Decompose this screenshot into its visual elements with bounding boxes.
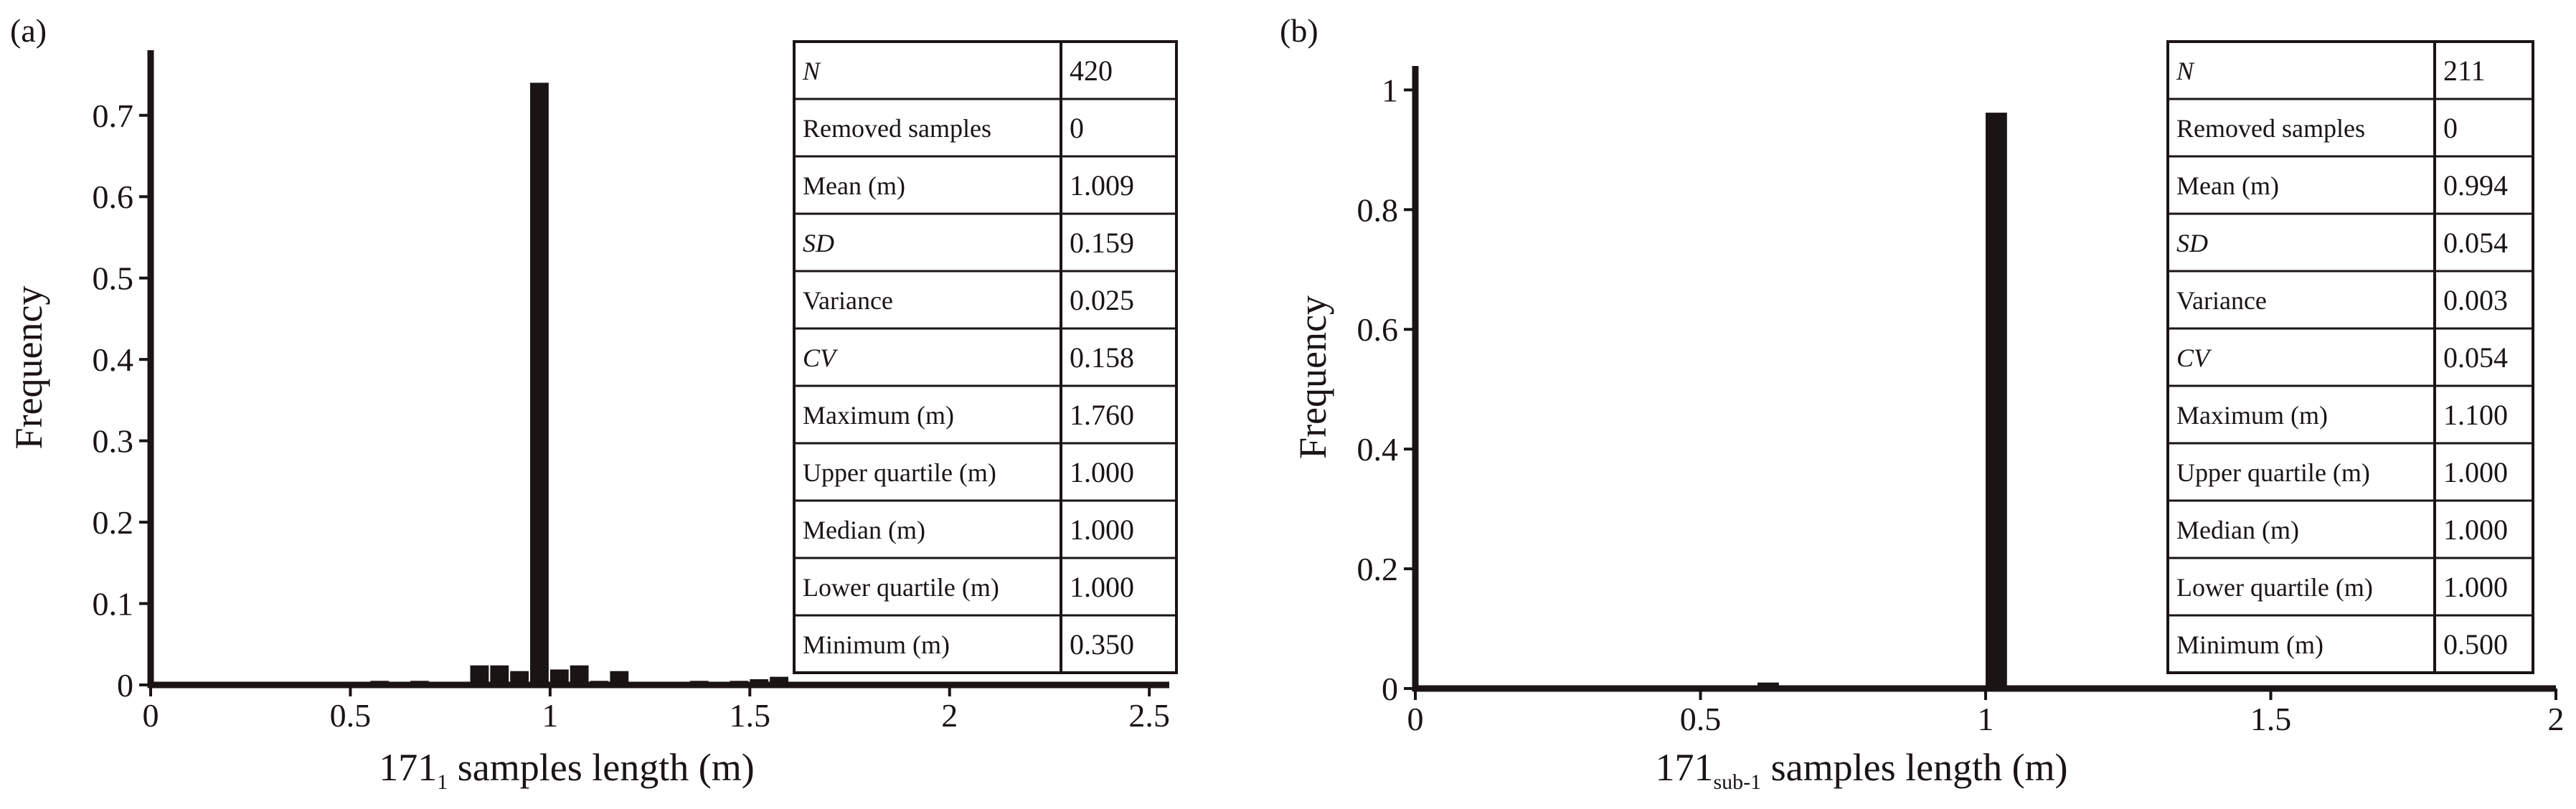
stats-value: 0.350 — [1070, 628, 1134, 661]
stats-value: 1.760 — [1070, 399, 1134, 431]
x-tick-label: 2 — [941, 697, 958, 734]
stats-value: 1.000 — [2443, 514, 2508, 546]
histogram-bar — [610, 671, 629, 685]
stats-value: 0.500 — [2443, 628, 2508, 661]
stats-label: Removed samples — [803, 114, 991, 143]
stats-label: Lower quartile (m) — [803, 573, 999, 602]
stats-label: Removed samples — [2176, 114, 2365, 143]
stats-label: N — [2176, 57, 2195, 85]
y-tick-label: 0.1 — [93, 586, 134, 623]
stats-label: Variance — [2176, 286, 2267, 315]
stats-label: Median (m) — [2176, 516, 2299, 544]
histogram-bar — [549, 669, 569, 685]
stats-label: SD — [803, 229, 834, 257]
y-axis-title: Frequency — [1291, 295, 1334, 459]
panel-b: (b) 0 0.2 0.4 0.6 0.8 1 0 0.5 1 1.5 2 Frequency 171su… — [1280, 12, 2565, 794]
x-tick-label: 1.5 — [2250, 701, 2292, 737]
stats-label: Upper quartile (m) — [803, 458, 996, 487]
stats-value: 0.054 — [2443, 227, 2508, 259]
stats-value: 0.994 — [2443, 169, 2508, 202]
stats-label: Upper quartile (m) — [2176, 458, 2370, 487]
histogram-bar — [490, 665, 509, 685]
y-tick-label: 0.8 — [1357, 191, 1399, 228]
stats-label: Mean (m) — [803, 171, 905, 200]
x-axis-title-prefix: 171 — [1655, 746, 1713, 789]
x-axis-title: 171sub-1 samples length (m) — [1655, 746, 2067, 794]
stats-value: 1.000 — [2443, 456, 2508, 488]
histogram-bar — [770, 676, 788, 685]
stats-label: CV — [2176, 344, 2212, 372]
x-tick-label: 1.5 — [730, 697, 771, 734]
y-tick-label: 0 — [117, 667, 133, 704]
y-tick-label: 0.6 — [93, 179, 134, 215]
x-tick-label: 0 — [1407, 701, 1424, 737]
x-tick-label: 2.5 — [1128, 697, 1170, 734]
stats-label: Variance — [803, 286, 893, 315]
histogram-bar — [1986, 113, 2007, 689]
stats-table-frame — [2166, 40, 2534, 674]
x-tick-label: 2 — [2548, 701, 2565, 737]
y-tick-label: 0.4 — [1357, 431, 1399, 468]
histogram-bar — [510, 671, 529, 685]
y-tick-label: 0 — [1382, 671, 1398, 707]
stats-value: 0 — [2443, 112, 2458, 144]
y-tick-label: 1 — [1382, 72, 1398, 108]
x-axis-title-prefix: 171 — [379, 746, 437, 789]
x-axis-title-subscript: sub-1 — [1713, 770, 1761, 794]
x-axis-title-suffix: samples length (m) — [1761, 746, 2067, 789]
y-tick-label: 0.2 — [93, 504, 134, 541]
x-tick-label: 1 — [1978, 701, 1994, 737]
stats-value: 1.100 — [2443, 399, 2508, 431]
x-axis-title-subscript: 1 — [437, 770, 448, 794]
x-tick-label: 1 — [542, 697, 558, 734]
panel-label: (b) — [1280, 12, 1318, 49]
x-axis-title: 1711 samples length (m) — [379, 746, 754, 794]
histogram-bar — [530, 82, 549, 685]
stats-label: Lower quartile (m) — [2176, 573, 2373, 602]
panel-a: (a) 0 0.1 0.2 0.3 0.4 0.5 0.6 0.7 0 0.5 1 1.5 2 2.5 Fre… — [7, 12, 1178, 794]
x-tick-label: 0.5 — [330, 697, 372, 734]
x-tick-label: 0 — [143, 697, 159, 734]
stats-value: 1.000 — [1070, 514, 1134, 546]
stats-table: N 420 Removed samples 0 Mean (m) 1.009 SD 0.159… — [793, 40, 1178, 674]
stats-value: 0 — [1070, 112, 1084, 144]
y-tick-label: 0.2 — [1357, 551, 1399, 587]
y-axis-title: Frequency — [7, 286, 50, 450]
panel-label: (a) — [10, 12, 47, 49]
stats-value: 1.000 — [2443, 571, 2508, 603]
stats-label: Maximum (m) — [2176, 401, 2328, 430]
stats-value: 1.000 — [1070, 571, 1134, 603]
stats-label: Minimum (m) — [2176, 630, 2323, 659]
stats-label: Maximum (m) — [803, 401, 954, 430]
y-tick-label: 0.6 — [1357, 311, 1399, 348]
stats-value: 0.054 — [2443, 341, 2508, 374]
stats-value: 0.158 — [1070, 341, 1134, 374]
y-tick-label: 0.4 — [93, 341, 134, 378]
stats-value: 1.009 — [1070, 169, 1134, 202]
stats-value: 0.003 — [2443, 284, 2508, 316]
stats-value: 420 — [1070, 55, 1113, 87]
stats-value: 1.000 — [1070, 456, 1134, 488]
histogram-bar — [470, 665, 489, 685]
stats-label: Minimum (m) — [803, 630, 950, 659]
stats-label: Mean (m) — [2176, 171, 2279, 200]
y-tick-label: 0.5 — [93, 260, 134, 297]
y-tick-label: 0.3 — [93, 423, 134, 460]
stats-value: 0.159 — [1070, 227, 1134, 259]
stats-label: Median (m) — [803, 516, 925, 544]
y-tick-label: 0.7 — [93, 98, 134, 134]
stats-value: 211 — [2443, 55, 2486, 87]
x-axis-title-suffix: samples length (m) — [448, 746, 754, 789]
histogram-bar — [570, 665, 589, 685]
x-tick-label: 0.5 — [1680, 701, 1722, 737]
stats-label: CV — [803, 344, 839, 372]
stats-table-frame — [793, 40, 1178, 674]
stats-table: N 211 Removed samples 0 Mean (m) 0.994 SD 0.054… — [2166, 40, 2534, 674]
stats-label: N — [802, 57, 821, 85]
stats-value: 0.025 — [1070, 284, 1134, 316]
stats-label: SD — [2176, 229, 2208, 257]
